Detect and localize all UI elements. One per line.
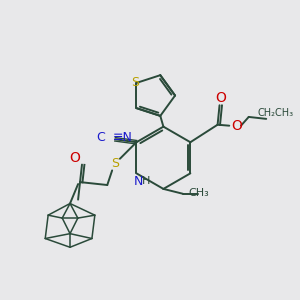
Text: ≡N: ≡N	[113, 131, 133, 144]
Text: S: S	[111, 157, 119, 170]
Text: O: O	[69, 151, 80, 165]
Text: C: C	[97, 131, 105, 144]
Text: H: H	[142, 176, 150, 186]
Text: CH₃: CH₃	[189, 188, 209, 198]
Text: CH₂CH₃: CH₂CH₃	[257, 108, 294, 118]
Text: O: O	[215, 92, 226, 105]
Text: O: O	[231, 119, 242, 133]
Text: S: S	[131, 76, 140, 89]
Text: N: N	[134, 175, 143, 188]
